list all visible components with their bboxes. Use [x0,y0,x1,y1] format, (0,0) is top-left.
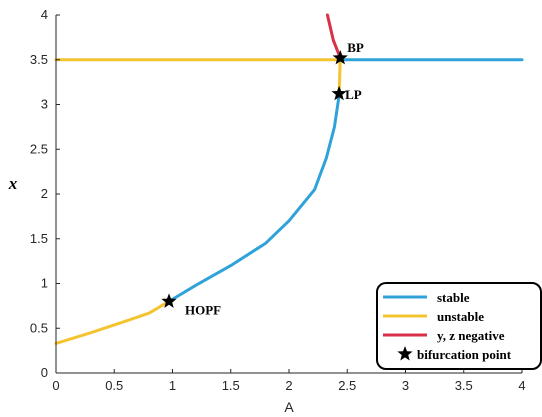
y-tick-label: 3.5 [30,52,48,67]
legend: stable unstable y, z negative bifurcation p… [376,282,542,370]
bifurcation-star-marker [161,293,177,308]
y-tick-label: 0.5 [30,320,48,335]
y-tick-label: 1.5 [30,231,48,246]
x-tick-label: 0 [52,378,59,393]
legend-star-icon [397,346,413,361]
series-line-stable [167,94,341,303]
y-tick-label: 4 [41,7,48,22]
x-tick-label: 2.5 [338,378,356,393]
legend-entry-label: y, z negative [437,328,505,343]
bifurcation-label: BP [347,40,364,55]
y-tick-label: 1 [41,276,48,291]
x-tick-label: 0.5 [105,378,123,393]
x-axis-label: A [284,399,294,415]
y-tick-label: 2 [41,186,48,201]
bifurcation-star-marker [331,85,347,101]
x-tick-label: 4 [518,378,525,393]
legend-box [376,282,542,370]
legend-entry-label: stable [437,290,470,305]
bifurcation-star-marker [332,49,348,65]
y-tick-label: 2.5 [30,141,48,156]
annotations-layer: HOPF LP BP [185,40,364,317]
y-ticks: 0 0.5 1 1.5 2 2.5 3 3.5 4 [30,7,60,380]
x-tick-label: 2 [285,378,292,393]
series-line-unstable [54,299,171,345]
bifurcation-label: HOPF [185,302,221,317]
x-tick-label: 1 [169,378,176,393]
x-tick-label: 3 [402,378,409,393]
x-tick-label: 1.5 [222,378,240,393]
legend-entry-label: unstable [437,309,484,324]
y-axis-label: x [8,174,18,193]
series-line-y-z-negative [325,13,342,60]
markers-layer [161,49,348,308]
x-tick-label: 3.5 [455,378,473,393]
y-tick-label: 3 [41,97,48,112]
y-tick-label: 0 [41,365,48,380]
legend-entry-label: bifurcation point [417,347,512,362]
bifurcation-label: LP [345,87,362,102]
x-ticks: 0 0.5 1 1.5 2 2.5 3 3.5 4 [52,369,526,393]
